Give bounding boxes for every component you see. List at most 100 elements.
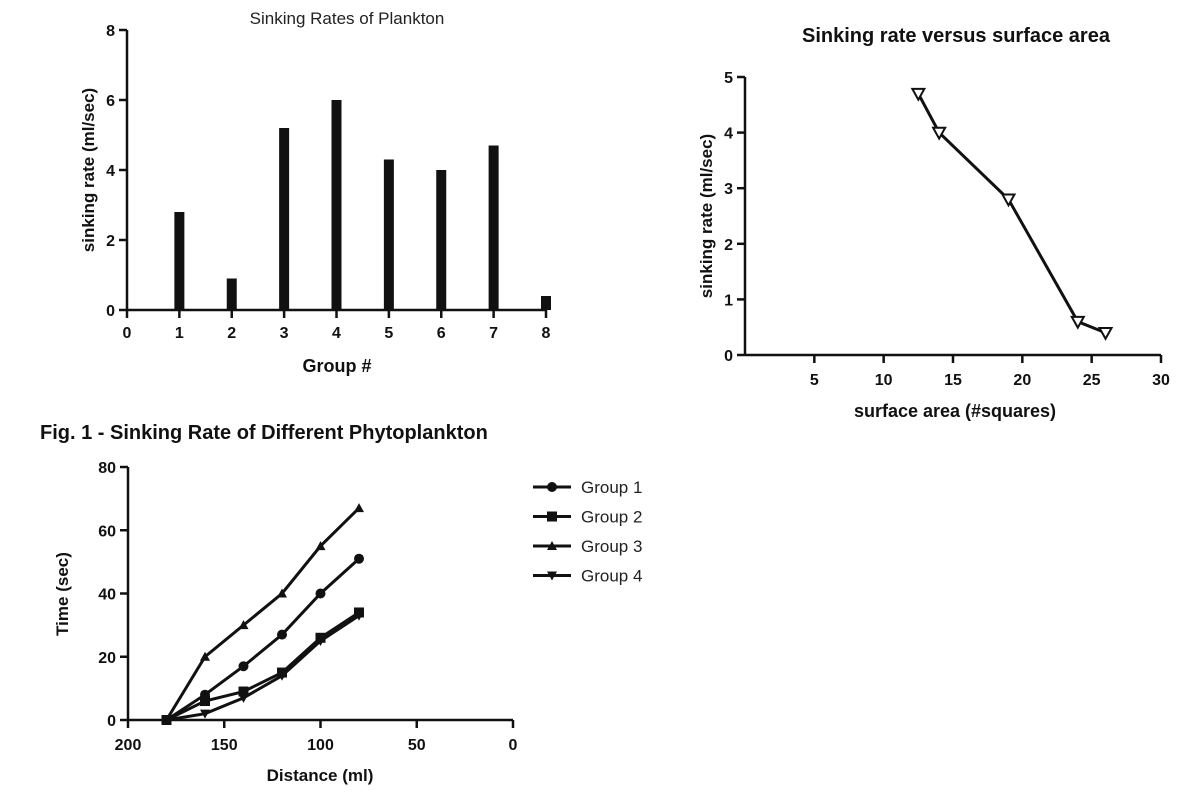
data-point-marker: [161, 716, 172, 725]
legend-label: Group 4: [581, 567, 642, 586]
data-point-marker: [354, 553, 364, 564]
y-tick-label: 4: [106, 163, 115, 180]
bar-group-3: [279, 128, 290, 310]
phytoplankton-chart-y-label: Time (sec): [53, 552, 72, 636]
y-tick-label: 0: [107, 713, 116, 730]
phytoplankton-chart: Fig. 1 - Sinking Rate of Different Phyto…: [40, 422, 642, 785]
data-point-marker: [315, 541, 326, 551]
y-tick-label: 20: [98, 650, 116, 667]
x-tick-label: 1: [175, 325, 184, 342]
data-point-marker: [200, 696, 210, 707]
x-tick-label: 5: [384, 325, 393, 342]
bar-group-1: [174, 212, 185, 310]
phytoplankton-chart-title: Fig. 1 - Sinking Rate of Different Phyto…: [40, 422, 488, 444]
y-tick-label: 5: [724, 70, 733, 87]
bar-chart: Sinking Rates of Plankton 0 2 4 6 8 0 1 2 3 4 5 6 7…: [79, 9, 551, 376]
surface-area-chart-title: Sinking rate versus surface area: [802, 25, 1111, 47]
legend-marker: [547, 541, 557, 550]
data-point-marker: [238, 693, 249, 703]
data-point-marker: [238, 620, 249, 630]
legend-label: Group 2: [581, 508, 642, 527]
y-tick-label: 2: [724, 237, 733, 254]
data-point-marker: [354, 611, 364, 621]
legend-item: Group 2: [533, 508, 642, 527]
data-point-marker: [354, 503, 364, 513]
x-tick-label: 150: [211, 737, 238, 754]
data-point-marker: [1070, 315, 1086, 330]
series-line: [165, 611, 360, 722]
x-tick-label: 8: [542, 325, 551, 342]
legend-marker: [547, 482, 557, 492]
x-tick-label: 200: [115, 737, 142, 754]
x-tick-label: 7: [489, 325, 498, 342]
y-tick-label: 6: [106, 93, 115, 110]
legend-label: Group 3: [581, 537, 642, 556]
data-point-marker: [315, 636, 326, 646]
y-tick-label: 8: [106, 23, 115, 40]
legend-item: Group 1: [533, 478, 642, 497]
series-line: [166, 614, 360, 722]
y-tick-label: 0: [724, 348, 733, 365]
data-point-marker: [277, 629, 287, 640]
x-tick-label: 20: [1013, 372, 1031, 389]
x-tick-label: 6: [437, 325, 446, 342]
bar-chart-y-label: sinking rate (ml/sec): [79, 88, 98, 252]
y-tick-label: 2: [106, 233, 115, 250]
y-tick-label: 3: [724, 181, 733, 198]
surface-area-chart-y-label: sinking rate (ml/sec): [697, 134, 716, 298]
bar-group-8: [541, 296, 551, 310]
data-point-marker: [931, 126, 947, 141]
legend-marker: [547, 511, 557, 522]
data-point-marker: [238, 661, 249, 672]
series-group-2: [161, 607, 364, 725]
x-tick-label: 0: [509, 737, 518, 754]
data-point-marker: [315, 588, 326, 599]
legend-label: Group 1: [581, 478, 642, 497]
series-line: [165, 507, 361, 721]
bar-chart-title: Sinking Rates of Plankton: [250, 9, 445, 28]
y-tick-label: 40: [98, 587, 116, 604]
x-tick-label: 100: [307, 737, 334, 754]
legend-marker: [547, 571, 557, 581]
data-point-marker: [238, 686, 249, 697]
x-tick-label: 50: [408, 737, 426, 754]
data-point-marker: [1097, 326, 1114, 341]
series-line: [165, 557, 361, 722]
x-tick-label: 5: [810, 372, 819, 389]
y-tick-label: 80: [98, 460, 116, 477]
sinking-rate-line: [917, 92, 1107, 335]
x-tick-label: 15: [944, 372, 962, 389]
data-point-marker: [1000, 193, 1017, 208]
legend: Group 1 Group 2 Group 3 Group 4: [533, 478, 642, 586]
phytoplankton-chart-x-label: Distance (ml): [267, 766, 374, 785]
x-tick-label: 0: [123, 325, 132, 342]
x-tick-label: 10: [875, 372, 893, 389]
series-group-3: [161, 503, 364, 724]
x-tick-label: 25: [1083, 372, 1101, 389]
data-point-marker: [277, 588, 287, 598]
legend-item: Group 4: [533, 567, 642, 586]
data-point-marker: [200, 651, 210, 661]
data-point-marker: [277, 671, 287, 681]
surface-area-chart: Sinking rate versus surface area 012345 …: [697, 25, 1170, 421]
y-tick-label: 0: [106, 303, 115, 320]
x-tick-label: 3: [280, 325, 289, 342]
surface-area-chart-x-label: surface area (#squares): [854, 401, 1056, 421]
series-group-1: [161, 553, 364, 725]
bar-group-7: [488, 145, 499, 310]
x-tick-label: 4: [332, 325, 341, 342]
x-tick-label: 2: [227, 325, 236, 342]
x-tick-label: 30: [1152, 372, 1170, 389]
bar-group-6: [436, 170, 447, 310]
bar-group-4: [331, 100, 342, 310]
bar-group-2: [226, 278, 237, 310]
data-point-marker: [910, 87, 927, 102]
data-point-marker: [200, 709, 210, 719]
series-group-4: [161, 611, 364, 725]
legend-item: Group 3: [533, 537, 642, 556]
bar-group-5: [383, 159, 394, 310]
y-tick-label: 4: [724, 126, 733, 143]
y-tick-label: 60: [98, 523, 116, 540]
bar-chart-x-label: Group #: [302, 356, 371, 376]
